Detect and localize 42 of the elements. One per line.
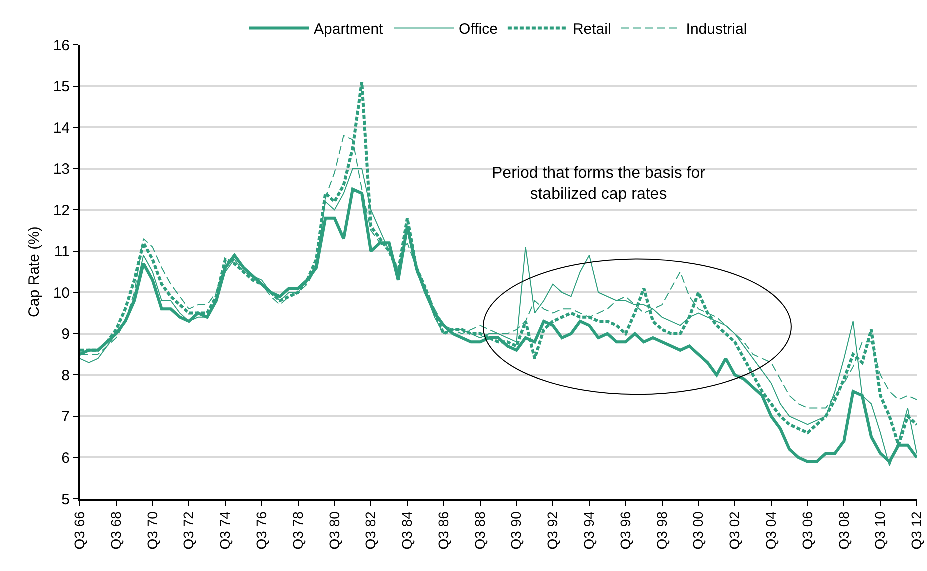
x-tick-label: Q3 80 <box>326 511 342 550</box>
x-tick-label: Q3 04 <box>762 511 779 550</box>
x-tick-label: Q3 96 <box>617 511 634 550</box>
x-tick-label: Q3 70 <box>144 511 160 550</box>
y-tick-label: 16 <box>53 37 70 54</box>
x-tick-label: Q3 88 <box>472 511 488 550</box>
legend-label: Retail <box>572 21 612 38</box>
x-tick-label: Q3 98 <box>654 511 670 550</box>
x-tick-label: Q3 06 <box>799 511 816 550</box>
x-tick-label: Q3 68 <box>108 511 124 550</box>
x-tick-label: Q3 00 <box>690 511 706 550</box>
x-tick-label: Q3 90 <box>508 511 524 550</box>
x-tick-label: Q3 72 <box>180 511 197 550</box>
y-axis-title: Cap Rate (%) <box>26 226 43 318</box>
x-tick-label: Q3 82 <box>362 511 379 550</box>
y-tick-label: 7 <box>62 408 70 426</box>
x-tick-label: Q3 94 <box>581 511 598 550</box>
x-tick-label: Q3 86 <box>435 511 452 550</box>
y-tick-label: 14 <box>53 120 70 137</box>
x-tick-label: Q3 12 <box>908 511 925 550</box>
x-tick-label: Q3 08 <box>836 511 852 550</box>
x-tick-label: Q3 10 <box>872 511 888 550</box>
y-tick-label: 9 <box>62 326 70 344</box>
legend-label: Office <box>459 21 498 38</box>
y-tick-label: 11 <box>54 244 70 261</box>
y-tick-label: 15 <box>53 78 70 96</box>
x-tick-label: Q3 92 <box>544 511 561 550</box>
x-tick-label: Q3 66 <box>72 511 88 550</box>
x-tick-label: Q3 78 <box>290 511 306 550</box>
x-tick-label: Q3 02 <box>726 511 743 550</box>
legend-label: Apartment <box>314 21 384 38</box>
legend-label: Industrial <box>686 21 748 38</box>
x-tick-label: Q3 76 <box>254 511 270 550</box>
y-tick-label: 12 <box>53 202 70 220</box>
y-tick-label: 6 <box>62 450 70 467</box>
annotation: Period that forms the basis for stabilized cap rates <box>492 165 706 203</box>
y-tick-label: 10 <box>53 284 70 302</box>
y-tick-label: 13 <box>53 161 70 178</box>
x-tick-label: Q3 84 <box>399 511 416 550</box>
y-tick-label: 8 <box>62 367 70 384</box>
x-tick-label: Q3 74 <box>217 511 234 550</box>
y-tick-label: 5 <box>62 491 70 508</box>
